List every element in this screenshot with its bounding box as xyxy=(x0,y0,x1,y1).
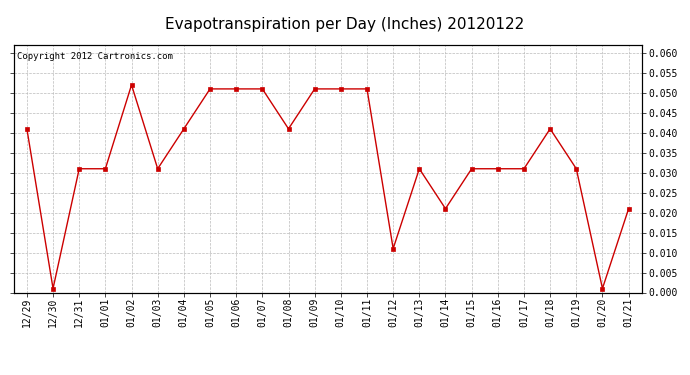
Text: Evapotranspiration per Day (Inches) 20120122: Evapotranspiration per Day (Inches) 2012… xyxy=(166,17,524,32)
Text: Copyright 2012 Cartronics.com: Copyright 2012 Cartronics.com xyxy=(17,53,172,62)
